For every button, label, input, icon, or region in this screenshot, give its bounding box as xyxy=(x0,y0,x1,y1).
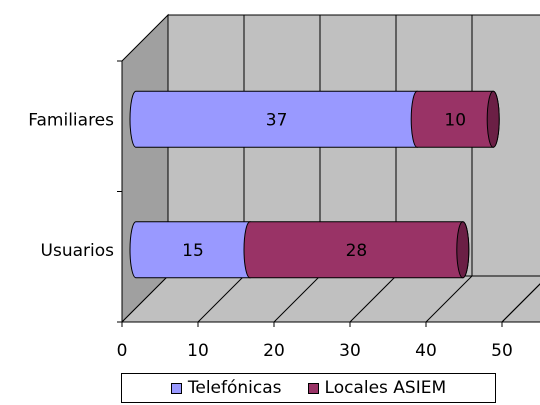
floor xyxy=(120,275,540,323)
legend-item-locales-asiem: Locales ASIEM xyxy=(307,378,447,398)
category-label-usuarios: Usuarios xyxy=(41,241,115,261)
legend-swatch-telefonicas xyxy=(170,382,182,394)
bar-end-cap-familiares xyxy=(486,90,500,148)
category-label-familiares: Familiares xyxy=(28,110,114,130)
x-tick-label-10: 10 xyxy=(187,341,209,361)
data-label-locales-asiem-usuarios: 28 xyxy=(346,241,368,261)
data-label-telef-nicas-familiares: 37 xyxy=(266,110,288,130)
legend-label-telefonicas: Telefónicas xyxy=(187,378,282,398)
bar-end-cap-usuarios xyxy=(456,221,470,279)
x-tick-label-40: 40 xyxy=(415,341,437,361)
data-label-telef-nicas-usuarios: 15 xyxy=(182,241,204,261)
gridline-floor-40 xyxy=(425,275,473,323)
gridline-floor-20 xyxy=(273,275,321,323)
x-tick-label-0: 0 xyxy=(117,341,128,361)
x-tick-label-20: 20 xyxy=(263,341,285,361)
legend-label-locales-asiem: Locales ASIEM xyxy=(324,378,447,398)
x-tick-label-30: 30 xyxy=(339,341,361,361)
data-label-locales-asiem-familiares: 10 xyxy=(444,110,466,130)
gridline-floor-30 xyxy=(349,275,397,323)
legend-swatch-locales-asiem xyxy=(307,382,319,394)
legend: Telefónicas Locales ASIEM xyxy=(121,373,496,403)
legend-item-telefonicas: Telefónicas xyxy=(170,378,282,398)
gridline-floor-50 xyxy=(501,283,540,323)
gridline-floor-10 xyxy=(197,275,245,323)
x-tick-label-50: 50 xyxy=(491,341,513,361)
